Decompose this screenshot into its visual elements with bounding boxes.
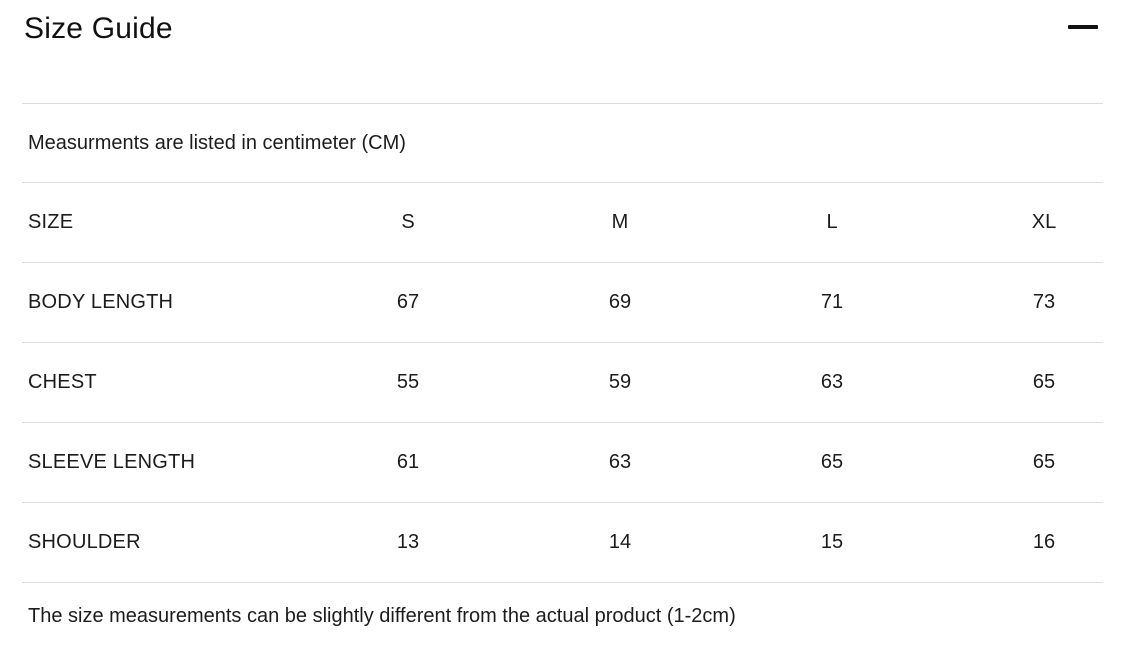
table-row-chest: CHEST 55 59 63 65 — [22, 342, 1125, 422]
cell-value: 63 — [608, 450, 632, 473]
column-header-m: M — [611, 211, 629, 233]
row-label: CHEST — [28, 370, 97, 393]
divider-above-footer — [22, 582, 1103, 583]
row-label: SHOULDER — [28, 530, 141, 553]
cell-value: 65 — [1032, 450, 1056, 473]
disclaimer-note: The size measurements can be slightly di… — [28, 605, 736, 627]
cell-value: 14 — [608, 530, 632, 553]
column-header-s: S — [401, 211, 415, 233]
column-header-xl: XL — [1031, 211, 1057, 233]
cell-value: 67 — [396, 290, 420, 313]
divider-top — [22, 103, 1103, 104]
cell-value: 15 — [820, 530, 844, 553]
table-row-sleeve-length: SLEEVE LENGTH 61 63 65 65 — [22, 422, 1125, 502]
column-header-size: SIZE — [28, 211, 74, 233]
cell-value: 13 — [396, 530, 420, 553]
cell-value: 63 — [820, 370, 844, 393]
cell-value: 65 — [820, 450, 844, 473]
row-label: BODY LENGTH — [28, 290, 174, 313]
cell-value: 69 — [608, 290, 632, 313]
titlebar: Size Guide — [0, 0, 1125, 103]
cell-value: 55 — [396, 370, 420, 393]
row-label: SLEEVE LENGTH — [28, 450, 196, 473]
table-header-row: SIZE S M L XL — [22, 183, 1125, 262]
minus-icon — [1068, 25, 1098, 29]
column-header-l: L — [826, 211, 838, 233]
table-row-shoulder: SHOULDER 13 14 15 16 — [22, 502, 1125, 582]
collapse-button[interactable] — [1059, 12, 1107, 42]
size-table: SIZE S M L XL BODY LENGTH 67 69 71 73 CH… — [22, 183, 1125, 582]
cell-value: 59 — [608, 370, 632, 393]
units-note: Measurments are listed in centimeter (CM… — [28, 132, 406, 154]
cell-value: 73 — [1032, 290, 1056, 313]
cell-value: 16 — [1032, 530, 1056, 553]
cell-value: 65 — [1032, 370, 1056, 393]
table-row-body-length: BODY LENGTH 67 69 71 73 — [22, 262, 1125, 342]
divider-under-note — [22, 182, 1103, 183]
page-title: Size Guide — [24, 12, 173, 45]
cell-value: 71 — [820, 290, 844, 313]
cell-value: 61 — [396, 450, 420, 473]
